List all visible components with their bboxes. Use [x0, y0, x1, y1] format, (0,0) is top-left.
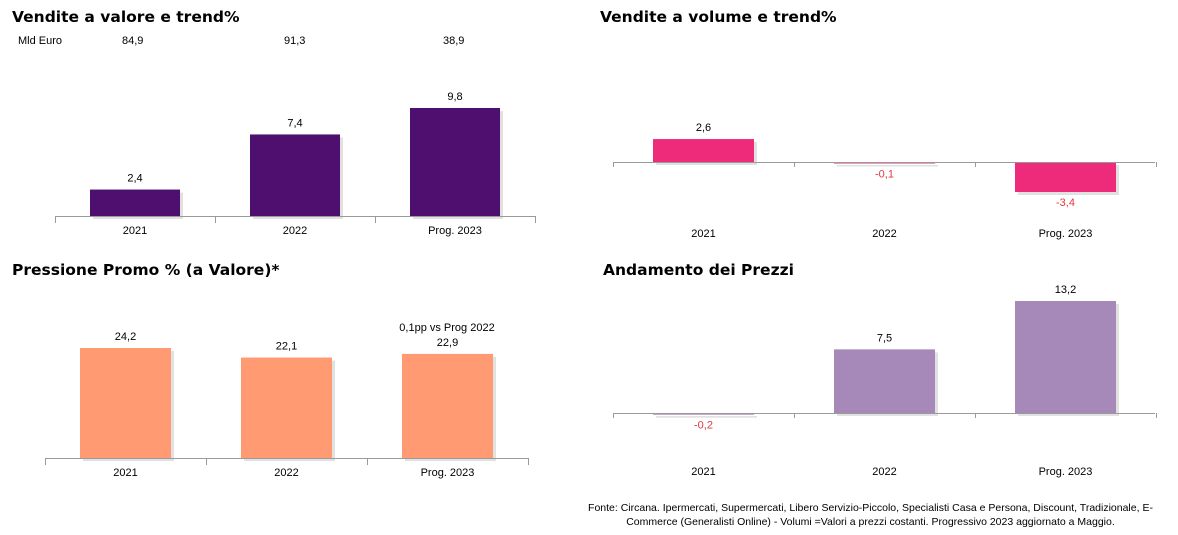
chart-title-volume: Vendite a volume e trend%: [600, 8, 837, 26]
bar-shadow-promo-prog-2023: [405, 356, 496, 461]
data-label-prezzi-prog-2023: 13,2: [1055, 284, 1076, 296]
promo-annotation: 0,1pp vs Prog 2022: [399, 322, 495, 334]
footnote: Fonte: Circana. Ipermercati, Supermercat…: [588, 502, 1153, 528]
data-label-volume-2021: 2,6: [696, 122, 711, 134]
bar-shadow-volume-2021: [656, 142, 757, 165]
bar-shadow-valore-2022: [253, 137, 343, 219]
category-label-valore-2021: 2021: [123, 225, 147, 237]
data-label-promo-2021: 24,2: [115, 331, 136, 343]
bar-volume-2022: [834, 162, 935, 164]
header-value-prog-2023: 38,9: [443, 35, 465, 47]
category-label-promo-2022: 2022: [274, 467, 298, 479]
header-value-2022: 91,3: [284, 35, 306, 47]
header-value-2021: 84,9: [122, 35, 144, 47]
unit-label: Mld Euro: [18, 35, 63, 47]
bar-valore-prog-2023: [410, 108, 500, 216]
bar-volume-prog-2023: [1015, 162, 1116, 192]
bar-shadow-volume-prog-2023: [1018, 165, 1119, 195]
bar-promo-prog-2023: [402, 353, 493, 458]
bar-shadow-prezzi-2022: [837, 352, 938, 416]
bar-shadow-promo-2022: [244, 360, 335, 461]
category-label-promo-2021: 2021: [113, 467, 137, 479]
category-label-volume-2021: 2021: [691, 228, 715, 240]
bar-promo-2021: [80, 348, 171, 458]
chart-title-valore: Vendite a valore e trend%: [12, 8, 240, 26]
category-label-prezzi-2021: 2021: [691, 466, 715, 478]
bar-prezzi-2021: [653, 413, 754, 415]
bar-shadow-prezzi-2021: [656, 416, 757, 418]
category-label-promo-prog-2023: Prog. 2023: [421, 467, 475, 479]
category-label-valore-prog-2023: Prog. 2023: [428, 225, 482, 237]
data-label-promo-prog-2023: 22,9: [437, 337, 458, 349]
bar-prezzi-2022: [834, 349, 935, 413]
bar-shadow-promo-2021: [83, 351, 174, 461]
bar-promo-2022: [241, 357, 332, 458]
data-label-volume-prog-2023: -3,4: [1056, 197, 1075, 209]
bar-valore-2021: [90, 189, 180, 216]
chart-title-prezzi: Andamento dei Prezzi: [603, 261, 794, 279]
category-label-valore-2022: 2022: [283, 225, 307, 237]
data-label-promo-2022: 22,1: [276, 341, 297, 353]
category-label-volume-2022: 2022: [872, 228, 896, 240]
bar-valore-2022: [250, 134, 340, 216]
category-label-prezzi-prog-2023: Prog. 2023: [1039, 466, 1093, 478]
bar-shadow-volume-2022: [837, 165, 938, 167]
data-label-prezzi-2021: -0,2: [694, 420, 713, 432]
data-label-valore-2021: 2,4: [127, 173, 142, 185]
data-label-valore-prog-2023: 9,8: [447, 91, 462, 103]
category-label-prezzi-2022: 2022: [872, 466, 896, 478]
data-label-prezzi-2022: 7,5: [877, 332, 892, 344]
bar-prezzi-prog-2023: [1015, 301, 1116, 413]
bar-shadow-valore-2021: [93, 192, 183, 219]
data-label-valore-2022: 7,4: [287, 117, 302, 129]
chart-title-promo: Pressione Promo % (a Valore)*: [12, 261, 280, 279]
category-label-volume-prog-2023: Prog. 2023: [1039, 228, 1093, 240]
bar-shadow-valore-prog-2023: [413, 111, 503, 219]
bar-shadow-prezzi-prog-2023: [1018, 304, 1119, 416]
bar-volume-2021: [653, 139, 754, 162]
data-label-volume-2022: -0,1: [875, 169, 894, 181]
